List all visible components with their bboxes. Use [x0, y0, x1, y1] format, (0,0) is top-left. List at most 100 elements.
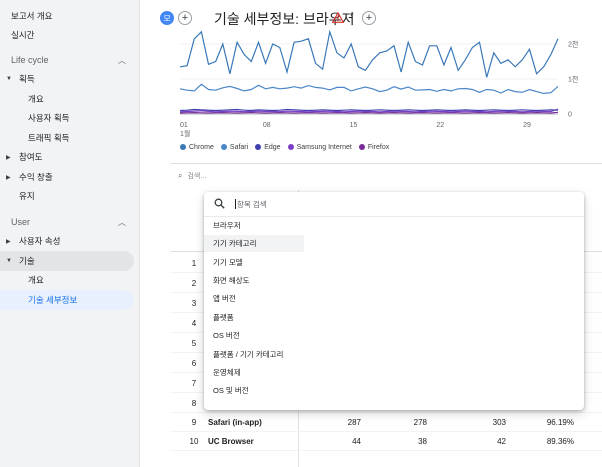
sidebar-section-label: Life cycle [11, 55, 49, 65]
sidebar-item-realtime[interactable]: 실시간 [0, 25, 134, 45]
table-search[interactable]: ⌕ 검색... [178, 170, 206, 182]
x-tick-label: 29 [523, 122, 531, 129]
caret-right-icon: ▶ [6, 154, 11, 161]
search-icon [214, 198, 225, 209]
legend-dot [255, 144, 262, 150]
sidebar-item-engagement[interactable]: ▶ 참여도 [0, 147, 134, 167]
sidebar-item-label: 개요 [28, 94, 44, 104]
sidebar-item-label: 실시간 [11, 30, 35, 40]
title-dropdown-caret-icon[interactable]: ▾ [350, 12, 354, 19]
option-label: 브라우저 [213, 221, 241, 230]
legend-label: Safari [229, 143, 249, 151]
sidebar-item-label: 획득 [19, 74, 35, 84]
legend-item[interactable]: Safari [220, 143, 249, 151]
metric-value: 89.36% [546, 437, 574, 446]
sidebar-item-label: 개요 [28, 275, 44, 285]
sidebar-item-label: 수익 창출 [19, 172, 53, 182]
option-label: 플랫폼 [213, 313, 234, 322]
legend-item[interactable]: Firefox [358, 143, 390, 151]
x-tick-label: 15 [350, 122, 358, 129]
legend-item[interactable]: Edge [255, 144, 281, 151]
sidebar-item-label: 사용자 속성 [19, 236, 61, 246]
caret-right-icon: ▶ [6, 174, 11, 181]
legend-dot [358, 144, 365, 150]
x-tick-label: 08 [263, 122, 271, 129]
dimension-option-screen-resolution[interactable]: 화면 해상도 [204, 272, 304, 289]
legend-item[interactable]: Chrome [180, 144, 214, 151]
metric-value: 38 [418, 437, 427, 446]
x-tick-label: 01 [180, 122, 188, 129]
dimension-search[interactable]: 항목 검색 [204, 192, 584, 216]
sidebar-item-label: 기술 세부정보 [28, 295, 78, 305]
row-number: 8 [191, 399, 197, 408]
search-icon: ⌕ [178, 171, 183, 180]
sidebar-item-traffic-acquisition[interactable]: 트래픽 획득 [0, 128, 134, 148]
sidebar-item-reports-overview[interactable]: 보고서 개요 [0, 6, 134, 26]
comparison-badge[interactable]: 모 [160, 11, 174, 25]
series-line-chrome [179, 30, 559, 78]
table-row[interactable]: 10 UC Browser 44 38 42 89.36% [170, 431, 602, 451]
browser-name: Safari (in-app) [208, 418, 262, 427]
metric-value: 42 [497, 437, 506, 446]
chevron-up-icon: ︿ [118, 217, 126, 227]
y-tick-label: 0 [568, 112, 572, 119]
dimension-picker-dropdown: 항목 검색 브라우저 기기 카테고리 기기 모델 화면 해상도 앱 버전 플랫폼… [204, 192, 584, 410]
table-search-placeholder: 검색... [187, 173, 207, 180]
row-number: 5 [191, 339, 197, 348]
sidebar-item-retention[interactable]: 유지 [0, 186, 134, 206]
chart-legend: Chrome Safari Edge Samsung Internet Fire… [180, 141, 396, 153]
sidebar: 보고서 개요 실시간 Life cycle ︿ ▼ 획득 개요 사용자 획득 트… [0, 0, 140, 467]
row-number: 7 [191, 379, 197, 388]
option-label: 화면 해상도 [213, 276, 250, 285]
legend-label: Firefox [367, 143, 390, 151]
sidebar-section-user[interactable]: User ︿ [0, 212, 134, 232]
table-row[interactable]: 9 Safari (in-app) 287 278 303 96.19% [170, 412, 602, 432]
row-number: 9 [191, 418, 197, 427]
sidebar-item-label: 참여도 [19, 152, 43, 162]
table-row[interactable]: 8 [170, 393, 602, 413]
legend-dot [180, 144, 186, 150]
dimension-search-input[interactable]: 항목 검색 [237, 200, 267, 209]
dimension-option-browser[interactable]: 브라우저 [204, 217, 304, 234]
dimension-option-app-version[interactable]: 앱 버전 [204, 290, 304, 307]
dimension-option-device-model[interactable]: 기기 모델 [204, 254, 304, 271]
sidebar-item-label: 유지 [19, 191, 35, 201]
option-label: 운영체제 [213, 368, 241, 377]
sidebar-item-acquisition[interactable]: ▼ 획득 [0, 69, 134, 89]
sidebar-item-acquisition-overview[interactable]: 개요 [0, 89, 134, 109]
metric-value: 96.19% [546, 418, 574, 427]
sidebar-section-lifecycle[interactable]: Life cycle ︿ [0, 50, 134, 70]
option-label: 기기 카테고리 [213, 239, 257, 248]
sidebar-item-user-attributes[interactable]: ▶ 사용자 속성 [0, 231, 134, 251]
sidebar-item-tech-details[interactable]: 기술 세부정보 [0, 290, 134, 310]
browser-trend-chart: 2천 1천 0 01 08 15 22 29 1월 [179, 30, 578, 138]
row-number: 2 [191, 279, 197, 288]
sidebar-item-tech[interactable]: ▼ 기술 [0, 251, 134, 271]
row-number: 10 [189, 437, 199, 446]
row-number: 4 [191, 319, 197, 328]
dimension-option-os-with-version[interactable]: OS 및 버전 [204, 382, 304, 399]
add-filter-button[interactable]: + [362, 11, 376, 25]
row-number: 3 [191, 299, 197, 308]
sidebar-item-tech-overview[interactable]: 개요 [0, 270, 134, 290]
sidebar-item-user-acquisition[interactable]: 사용자 획득 [0, 108, 134, 128]
sidebar-item-label: 트래픽 획득 [28, 133, 70, 143]
sidebar-item-label: 보고서 개요 [11, 11, 53, 21]
legend-label: Chrome [189, 143, 214, 151]
dimension-option-os-version[interactable]: OS 버전 [204, 327, 304, 344]
legend-item[interactable]: Samsung Internet [287, 144, 352, 151]
text-cursor [235, 199, 236, 209]
dimension-option-operating-system[interactable]: 운영체제 [204, 364, 304, 381]
dimension-option-platform[interactable]: 플랫폼 [204, 309, 304, 326]
warning-triangle-icon[interactable] [332, 12, 344, 23]
add-comparison-button[interactable]: + [178, 11, 192, 25]
dimension-option-device-category[interactable]: 기기 카테고리 [204, 235, 304, 252]
y-tick-label: 1천 [568, 75, 578, 84]
report-header: 모 + 기술 세부정보: 브라우저 ▾ + [160, 6, 600, 32]
sidebar-item-monetization[interactable]: ▶ 수익 창출 [0, 167, 134, 187]
metric-value: 278 [413, 418, 427, 427]
dimension-option-platform-device-category[interactable]: 플랫폼 / 기기 카테고리 [204, 346, 304, 363]
series-line-firefox [179, 111, 559, 114]
option-label: OS 버전 [213, 331, 240, 340]
browser-name: UC Browser [208, 437, 254, 446]
